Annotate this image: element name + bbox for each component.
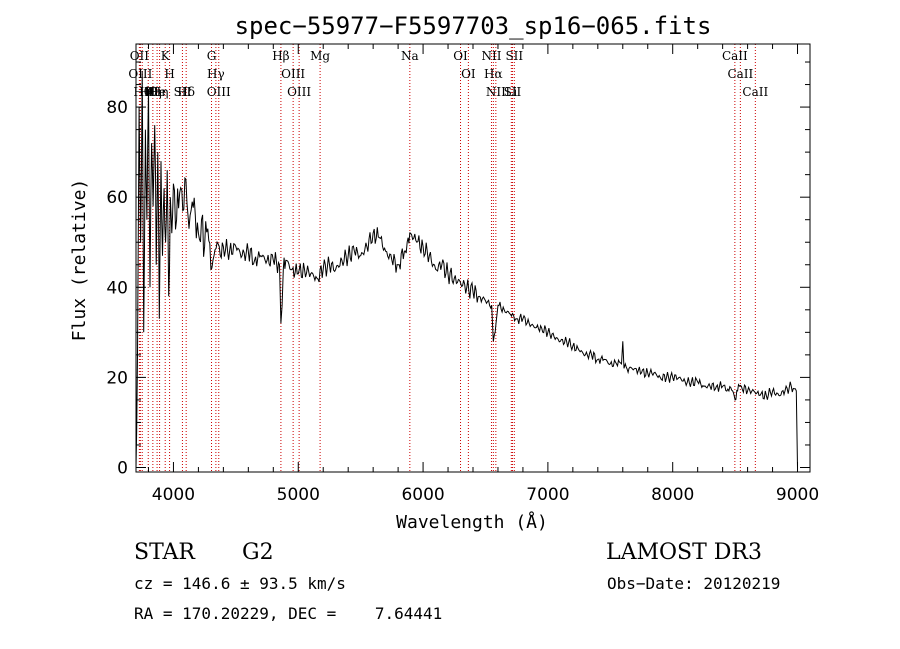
survey-label: LAMOST DR3	[606, 540, 762, 565]
line-marker-label: OII	[130, 49, 150, 63]
line-marker-label: G	[207, 49, 217, 63]
line-marker-label: Hη	[144, 85, 162, 99]
line-marker-label: CaII	[742, 85, 768, 99]
x-tick-label: 9000	[776, 485, 819, 505]
line-marker-label: OI	[453, 49, 468, 63]
line-marker-label: OIII	[128, 67, 152, 81]
line-marker-label: SII	[504, 85, 522, 99]
line-marker-label: Hθ	[139, 85, 157, 99]
line-marker-label: OI	[461, 67, 476, 81]
chart-title: spec−55977−F5597703_sp16−065.fits	[235, 12, 712, 40]
spectrum-line	[135, 70, 798, 468]
line-marker-label: Li	[505, 85, 517, 99]
x-axis-title: Wavelength (Å)	[396, 511, 548, 533]
line-marker-label: CaII	[722, 49, 748, 63]
line-marker-label: Na	[401, 49, 419, 63]
coords-line: RA = 170.20229, DEC = 7.64441	[134, 604, 443, 623]
line-marker-label: H	[164, 67, 174, 81]
obs-date-line: Obs−Date: 20120219	[607, 574, 781, 593]
x-tick-label: 7000	[526, 485, 569, 505]
line-marker-label: He	[148, 85, 166, 99]
y-axis-title: Flux (relative)	[69, 179, 90, 342]
plot-frame	[135, 43, 811, 473]
x-tick-label: 4000	[152, 485, 195, 505]
line-marker-layer	[138, 44, 756, 472]
line-marker-label: OIII	[281, 67, 305, 81]
line-marker-label: OIII	[207, 85, 231, 99]
y-tick-label: 20	[106, 368, 128, 388]
object-class: STAR	[134, 540, 195, 565]
x-tick-label: 6000	[401, 485, 444, 505]
spectrum-layer	[135, 70, 798, 468]
line-marker-label: NII	[481, 49, 501, 63]
line-marker-label: NII	[486, 85, 506, 99]
line-marker-label: Hγ	[207, 67, 225, 81]
line-marker-label: K	[161, 49, 171, 63]
line-marker-label: OIII	[287, 85, 311, 99]
object-subclass: G2	[242, 540, 274, 565]
line-marker-label: Mg	[310, 49, 330, 63]
y-tick-label: 60	[106, 188, 128, 208]
redshift-line: cz = 146.6 ± 93.5 km/s	[134, 574, 346, 593]
line-marker-label: SII	[505, 49, 523, 63]
line-marker-label: Hδ	[177, 85, 195, 99]
line-marker-label: Hβ	[272, 49, 289, 63]
line-label-layer: OIIOIIIHθHθHηHeHηKHSIIHδGHγOIIIHβOIIIOII…	[128, 49, 768, 99]
y-tick-label: 80	[106, 98, 128, 118]
axes-layer: 4000 5000 6000 7000 8000 9000 0 20 40 60 80	[106, 43, 819, 505]
x-tick-label: 5000	[277, 485, 320, 505]
line-marker-label: Hη	[151, 85, 169, 99]
x-tick-label: 8000	[651, 485, 694, 505]
line-marker-label: Hα	[484, 67, 503, 81]
y-tick-label: 40	[106, 278, 128, 298]
line-marker-label: Hθ	[133, 85, 151, 99]
line-marker-label: CaII	[727, 67, 753, 81]
y-tick-label: 0	[117, 458, 128, 478]
line-marker-label: SII	[174, 85, 192, 99]
